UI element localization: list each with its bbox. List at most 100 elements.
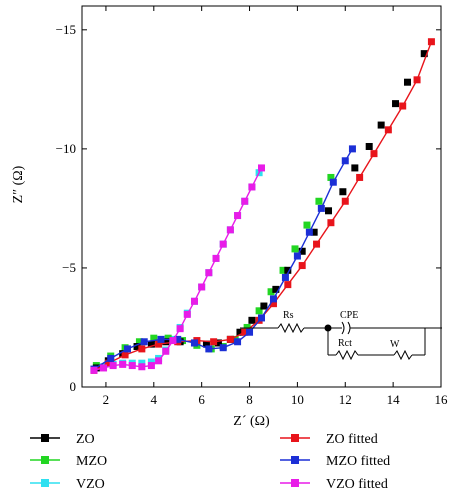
data-point xyxy=(329,178,337,186)
x-tick-label: 14 xyxy=(387,392,401,407)
data-point xyxy=(236,328,244,336)
data-point xyxy=(403,78,411,86)
data-point xyxy=(248,316,256,324)
rs-label: Rs xyxy=(283,310,294,321)
data-point xyxy=(269,300,277,308)
data-point xyxy=(298,262,306,270)
data-point xyxy=(241,197,249,205)
data-point xyxy=(121,351,129,359)
x-tick-label: 6 xyxy=(198,392,205,407)
data-point xyxy=(147,340,155,348)
data-point xyxy=(267,288,275,296)
x-tick-label: 2 xyxy=(103,392,110,407)
x-tick-label: 16 xyxy=(435,392,449,407)
series-vzo-fitted xyxy=(90,164,265,374)
warburg-element xyxy=(393,349,413,361)
data-point xyxy=(138,359,146,367)
data-point xyxy=(107,354,115,362)
legend-item-vzo: VZO xyxy=(30,477,105,492)
data-point xyxy=(162,347,170,355)
data-point xyxy=(272,285,280,293)
data-point xyxy=(258,164,265,172)
data-point xyxy=(327,173,335,181)
data-point xyxy=(190,297,198,305)
data-point xyxy=(351,164,359,172)
data-point xyxy=(246,328,254,336)
data-point xyxy=(190,339,198,347)
data-point xyxy=(176,325,184,333)
data-point xyxy=(348,145,356,153)
data-point xyxy=(164,334,172,342)
data-point xyxy=(284,266,292,274)
cpe-element xyxy=(341,321,351,335)
data-point xyxy=(150,334,158,342)
legend-marker xyxy=(41,456,49,464)
data-point xyxy=(138,363,146,371)
data-point xyxy=(133,343,141,351)
data-point xyxy=(384,126,392,134)
data-point xyxy=(241,328,249,336)
data-point xyxy=(169,337,177,345)
data-point xyxy=(198,283,206,291)
data-point xyxy=(140,338,148,346)
data-point xyxy=(248,183,256,191)
legend-marker xyxy=(41,479,49,487)
data-point xyxy=(279,266,287,274)
legend-marker xyxy=(291,434,299,442)
data-point xyxy=(310,228,318,236)
data-point xyxy=(90,366,98,374)
axes: 2 4 6 8 10 12 14 16 0 −5 −10 −15 Z´ (Ω) Z″ (Ω) xyxy=(11,5,449,429)
series-line xyxy=(93,167,263,371)
data-point xyxy=(413,76,421,84)
legend-marker xyxy=(291,479,299,487)
y-tick-label: 0 xyxy=(70,379,77,394)
legend-label: VZO xyxy=(76,477,105,492)
equivalent-circuit-inset: Rs CPE Rct W xyxy=(240,310,442,361)
legend-label: ZO fitted xyxy=(326,432,378,447)
legend-label: MZO xyxy=(76,454,107,469)
x-tick-label: 12 xyxy=(339,392,352,407)
series-zo-fitted xyxy=(90,38,435,374)
data-point xyxy=(315,197,323,205)
data-point xyxy=(303,221,311,229)
data-point xyxy=(392,100,400,108)
legend-label: MZO fitted xyxy=(326,454,390,469)
data-point xyxy=(325,207,333,215)
data-point xyxy=(226,335,234,343)
data-point xyxy=(291,245,299,253)
data-point xyxy=(341,197,349,205)
data-point xyxy=(293,252,301,260)
data-point xyxy=(327,219,335,227)
data-point xyxy=(234,212,242,220)
legend-label: VZO fitted xyxy=(326,477,388,492)
legend-item-mzo: MZO xyxy=(30,454,107,469)
data-point xyxy=(162,338,170,346)
series-layer xyxy=(90,38,435,374)
legend-marker xyxy=(41,434,49,442)
legend-item-vzo-fitted: VZO fitted xyxy=(280,477,388,492)
data-point xyxy=(174,335,182,343)
data-point xyxy=(356,173,364,181)
y-tick-label: −5 xyxy=(62,260,76,275)
y-axis-title: Z″ (Ω) xyxy=(11,165,26,203)
legend-item-zo: ZO xyxy=(30,432,95,447)
legend-item-mzo-fitted: MZO fitted xyxy=(280,454,390,469)
data-point xyxy=(100,364,108,372)
data-point xyxy=(147,362,155,370)
series-mzo-fitted xyxy=(90,145,356,373)
data-point xyxy=(212,254,220,262)
rct-resistor xyxy=(335,349,359,361)
w-label: W xyxy=(390,339,400,350)
x-tick-label: 10 xyxy=(291,392,304,407)
x-tick-label: 4 xyxy=(151,392,158,407)
data-point xyxy=(317,204,325,212)
data-point xyxy=(226,226,234,234)
data-point xyxy=(123,345,131,353)
data-point xyxy=(202,340,210,348)
data-point xyxy=(155,357,163,365)
data-point xyxy=(269,295,277,303)
legend: ZO ZO fitted MZO MZO fitted VZO VZO fitted xyxy=(30,432,390,492)
rs-resistor xyxy=(277,322,305,334)
y-tick-label: −15 xyxy=(56,22,76,37)
